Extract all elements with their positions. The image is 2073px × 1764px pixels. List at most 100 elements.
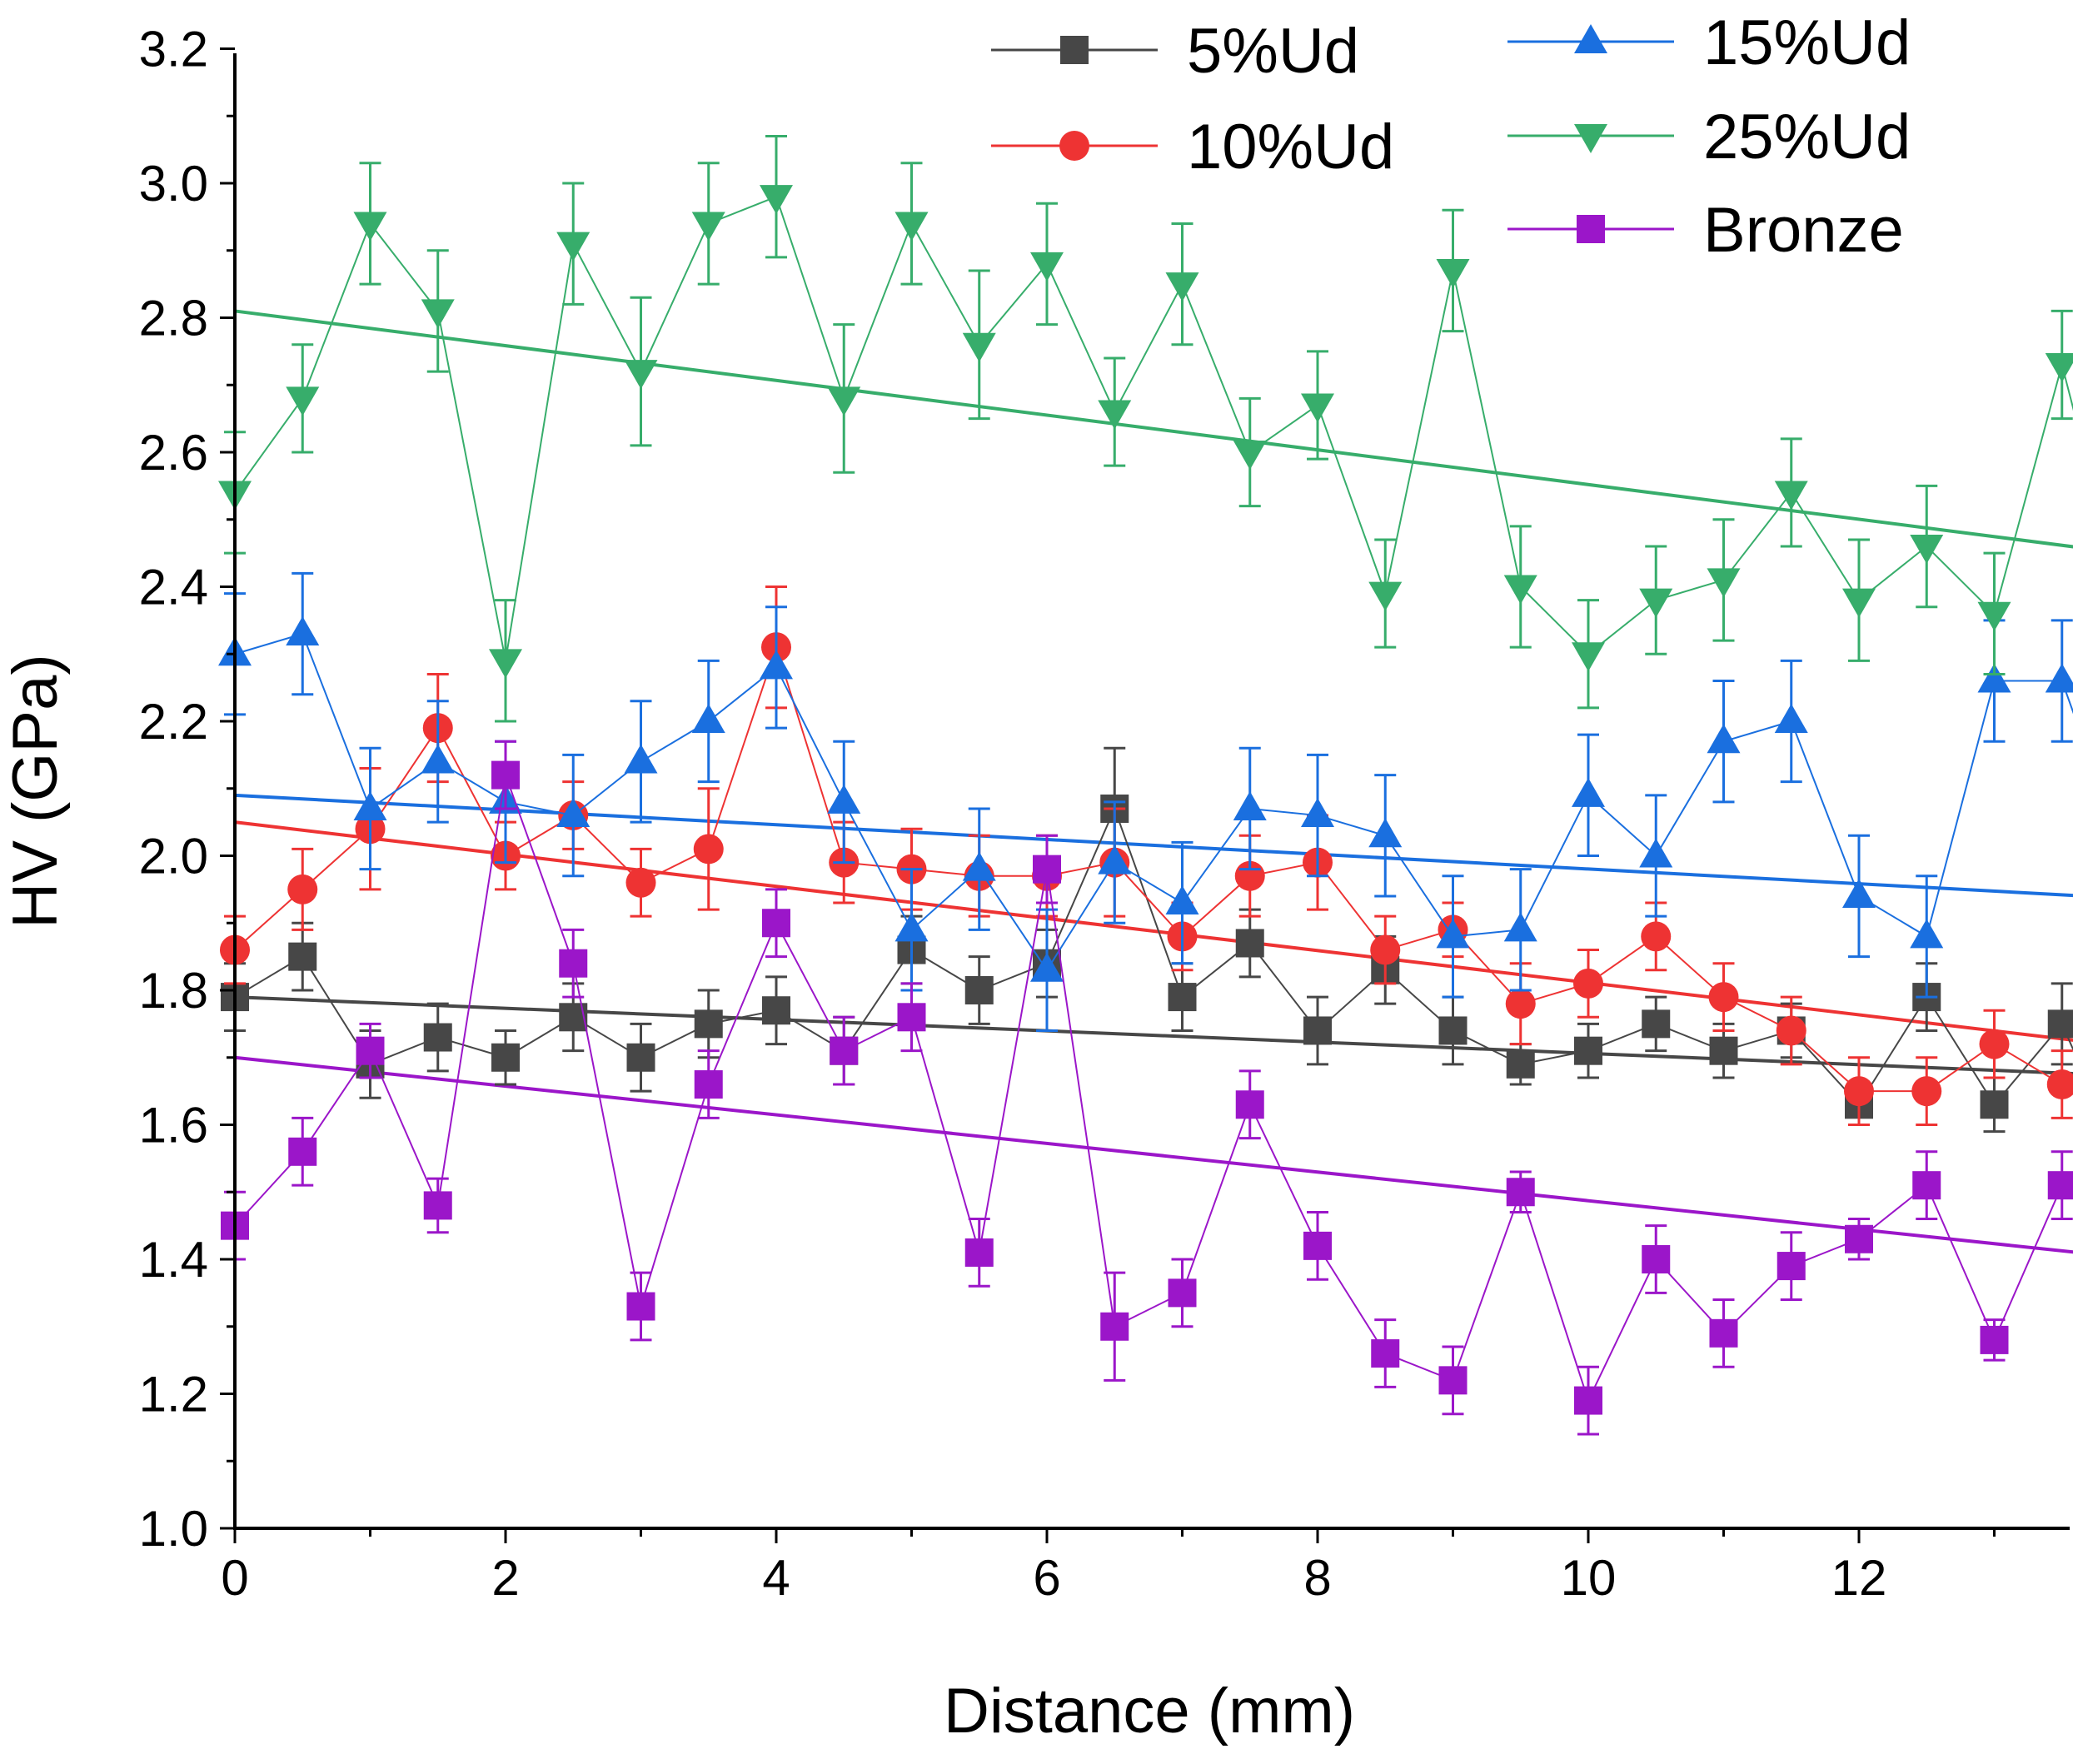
legend-label: 5%Ud <box>1187 16 1359 87</box>
data-point <box>1168 1278 1197 1308</box>
data-point <box>1371 1339 1400 1368</box>
data-point <box>1301 393 1334 423</box>
y-ticks: 1.0 1.2 1.4 1.6 1.8 2.0 2.2 2.4 2.6 2.8 3.0 3.2 <box>139 22 235 1557</box>
data-point <box>1574 1386 1602 1415</box>
data-point <box>1977 601 2011 631</box>
legend-marker <box>1574 124 1607 153</box>
data-point <box>897 1003 926 1032</box>
data-point <box>1842 878 1876 908</box>
legend: 5%Ud 10%Ud 15%Ud 25%Ud Bronze <box>991 7 1911 266</box>
y-tick-label: 1.6 <box>139 1098 208 1154</box>
y-tick-label: 2.6 <box>139 425 208 481</box>
data-point <box>1165 272 1199 302</box>
legend-item-bronze: Bronze <box>1507 195 1904 266</box>
legend-marker <box>1059 131 1089 161</box>
series-25-ud <box>218 134 2073 723</box>
data-point <box>1438 1366 1468 1395</box>
data-point <box>626 1292 655 1321</box>
data-point <box>1639 588 1673 618</box>
data-point <box>1776 1015 1806 1046</box>
data-point <box>1505 989 1536 1019</box>
data-point <box>1574 1036 1602 1065</box>
data-point <box>1098 400 1132 430</box>
data-point <box>691 212 725 242</box>
series-line-15-ud <box>234 632 2073 972</box>
data-point <box>827 386 861 416</box>
data-point <box>1368 581 1403 611</box>
data-point <box>762 996 790 1025</box>
y-tick-label: 2.4 <box>139 560 208 615</box>
data-point <box>286 616 320 646</box>
data-series <box>218 134 2073 1436</box>
data-point <box>2045 353 2073 383</box>
data-point <box>356 1036 385 1065</box>
data-point <box>1980 1325 2009 1354</box>
data-point <box>827 784 861 814</box>
data-point <box>624 744 658 774</box>
y-tick-label: 3.2 <box>139 22 208 77</box>
data-point <box>1572 642 1605 672</box>
x-tick-label: 10 <box>1561 1550 1617 1606</box>
data-point <box>353 212 387 242</box>
data-point <box>964 1238 994 1267</box>
x-ticks: 0246810121416 <box>221 1528 1996 1606</box>
data-point <box>1303 1016 1332 1045</box>
data-point <box>694 1070 723 1099</box>
data-point <box>1911 1076 1942 1107</box>
data-point <box>287 874 318 904</box>
data-point <box>556 798 591 828</box>
y-tick-label: 1.4 <box>139 1232 208 1288</box>
legend-label: Bronze <box>1703 195 1904 266</box>
x-tick-label: 12 <box>1831 1550 1887 1606</box>
legend-item-10-ud: 10%Ud <box>991 112 1394 182</box>
data-point <box>1642 1245 1671 1273</box>
y-tick-label: 2.0 <box>139 829 208 884</box>
data-point <box>1845 1224 1873 1253</box>
data-point <box>1100 1312 1129 1341</box>
data-point <box>894 912 929 942</box>
data-point <box>1709 1318 1738 1348</box>
data-point <box>556 232 591 262</box>
data-point <box>1641 921 1672 952</box>
data-point <box>1707 724 1741 754</box>
data-point <box>1436 919 1470 949</box>
x-axis-title: Distance (mm) <box>944 1676 1355 1747</box>
data-point <box>691 704 725 733</box>
series-line-bronze <box>234 775 2073 1403</box>
y-axis-title: HV (GPa) <box>0 654 71 928</box>
y-tick-label: 2.2 <box>139 694 208 750</box>
data-point <box>1438 1016 1468 1045</box>
data-point <box>491 760 520 790</box>
data-point <box>559 949 588 978</box>
data-point <box>353 790 387 820</box>
data-point <box>1165 885 1199 915</box>
data-point <box>1235 929 1264 958</box>
data-point <box>1030 252 1064 282</box>
axes <box>233 53 2070 1530</box>
data-point <box>1033 855 1061 884</box>
data-point <box>1912 1171 1941 1200</box>
data-point <box>1910 535 1944 565</box>
data-point <box>421 299 455 329</box>
data-point <box>1098 845 1132 875</box>
data-point <box>1639 838 1673 868</box>
data-point <box>2045 663 2073 693</box>
legend-label: 25%Ud <box>1703 102 1911 172</box>
data-point <box>1707 568 1741 598</box>
data-point <box>489 649 522 679</box>
data-point <box>693 834 724 865</box>
y-tick-label: 1.8 <box>139 963 208 1019</box>
data-point <box>1777 1252 1806 1281</box>
data-point <box>762 909 790 938</box>
data-point <box>1503 912 1537 942</box>
data-point <box>894 212 929 242</box>
data-point <box>1301 798 1334 828</box>
data-point <box>1233 441 1267 470</box>
data-point <box>1436 258 1470 288</box>
data-point <box>830 1036 859 1065</box>
data-point <box>962 332 996 362</box>
x-tick-label: 6 <box>1033 1550 1060 1606</box>
x-tick-label: 2 <box>491 1550 519 1606</box>
data-point <box>1708 982 1739 1013</box>
data-point <box>1506 1178 1535 1207</box>
